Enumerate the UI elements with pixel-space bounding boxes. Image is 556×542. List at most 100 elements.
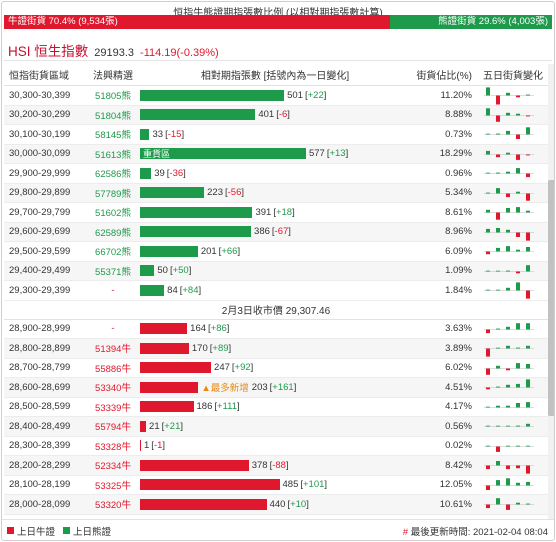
ratio-title: 恒指牛熊證期指張數比例 (以相對期指張數計算)	[173, 8, 383, 19]
warrant-code-link[interactable]: 52334牛	[95, 461, 131, 473]
sparkline-bar	[486, 133, 490, 135]
quantity-change: [-88]	[269, 459, 289, 471]
index-change: -114.19(-0.39%)	[140, 47, 219, 59]
five-day-spark	[482, 262, 544, 281]
table-row: 28,500-28,599 53339牛 186 [+111] 4.17%	[4, 398, 548, 417]
bar-cell: 186 [+111]	[136, 398, 410, 417]
quantity-value: 378	[251, 459, 268, 471]
bull-square-icon	[7, 527, 14, 534]
quantity-bar	[140, 187, 205, 199]
share-pct: 0.56%	[445, 420, 472, 432]
quantity-value: 33	[152, 128, 164, 140]
warrant-code-link[interactable]: 55371熊	[95, 266, 131, 278]
warrant-code-link[interactable]: 53340牛	[95, 383, 131, 395]
bull-rows: 28,900-28,999 - 164 [+86] 3.63% 28,800-28,899…	[4, 320, 548, 515]
range-cell: 29,600-29,699	[9, 226, 71, 238]
quantity-change: [+13]	[326, 148, 349, 160]
warrant-code-link[interactable]: 55886牛	[95, 363, 131, 375]
quantity-value: 203	[251, 381, 268, 393]
sparkline-bar	[526, 94, 530, 96]
sparkline-bar	[486, 87, 490, 96]
sparkline	[484, 498, 534, 510]
bar-cell: 50 [+50]	[136, 262, 410, 281]
sparkline-bar	[486, 504, 490, 509]
sparkline-bar	[516, 271, 520, 273]
quantity-bar	[140, 206, 253, 218]
sparkline-bar	[506, 171, 510, 174]
warrant-code-link[interactable]: 51805熊	[95, 91, 131, 103]
warrant-code-link[interactable]: 51613熊	[95, 149, 131, 161]
bar-cell: 401 [-6]	[136, 106, 410, 125]
bar-cell: 386 [-67]	[136, 223, 410, 242]
range-cell: 28,700-28,799	[9, 362, 71, 374]
warrant-code-link[interactable]: 58145熊	[95, 130, 131, 142]
sparkline-bar	[526, 401, 530, 407]
sparkline-bar	[516, 113, 520, 115]
sparkline	[484, 445, 534, 452]
sparkline-bar	[496, 154, 500, 157]
warrant-code-link[interactable]: 57789熊	[95, 188, 131, 200]
scrollbar-thumb[interactable]	[548, 180, 554, 416]
bar-cell: 164 [+86]	[136, 320, 410, 339]
warrant-code-link[interactable]: 53339牛	[95, 402, 131, 414]
bear-rows: 30,300-30,399 51805熊 501 [+22] 11.20% 30,200-…	[4, 86, 548, 301]
table-row: 29,900-29,999 62586熊 39 [-36] 0.96%	[4, 164, 548, 184]
warrant-code-link[interactable]: 53328牛	[95, 441, 131, 453]
quantity-value: 21	[149, 420, 160, 432]
quantity-bar	[140, 459, 249, 471]
warrant-code-link[interactable]: 62586熊	[95, 169, 131, 181]
warrant-code-link[interactable]: 55794牛	[95, 422, 131, 434]
sparkline-bar	[496, 479, 500, 485]
warrant-code-link[interactable]: 53325牛	[95, 480, 131, 492]
sparkline-bar	[496, 405, 500, 407]
bar-cell: 391 [+18]	[136, 203, 410, 222]
legend-bear: 上日熊證	[63, 524, 111, 538]
share-pct: 12.05%	[439, 479, 472, 491]
share-pct: 0.96%	[445, 167, 472, 179]
warrant-code-link[interactable]: 53320牛	[95, 500, 131, 512]
sparkline	[484, 401, 534, 408]
quantity-bar	[140, 401, 194, 413]
sparkline-bar	[496, 289, 500, 291]
sparkline-bar	[516, 425, 520, 427]
sparkline	[484, 187, 534, 201]
quantity-value: 501	[287, 89, 303, 101]
five-day-spark	[482, 242, 544, 261]
table-row: 29,700-29,799 51602熊 391 [+18] 8.61%	[4, 203, 548, 223]
five-day-spark	[482, 378, 544, 397]
sparkline-bar	[506, 425, 510, 427]
table-row: 28,300-28,399 53328牛 1 [-1] 0.02%	[4, 437, 548, 456]
sparkline-bar	[506, 465, 510, 470]
sparkline	[484, 461, 534, 474]
five-day-spark	[482, 495, 544, 514]
five-day-spark	[482, 164, 544, 183]
table-row: 28,100-28,199 53325牛 485 [+101] 12.05%	[4, 476, 548, 495]
five-day-spark	[482, 145, 544, 164]
index-name[interactable]: HSI 恒生指數	[8, 44, 89, 59]
warrant-code-link[interactable]: 51804熊	[95, 110, 131, 122]
quantity-bar	[140, 148, 306, 160]
bar-cell: 378 [-88]	[136, 456, 410, 475]
close-price-row: 2月3日收市價 29,307.46	[4, 301, 548, 320]
sparkline-bar	[486, 329, 490, 333]
warrant-code-link[interactable]: 66702熊	[95, 247, 131, 259]
sparkline-bar	[486, 209, 490, 213]
warrant-code-link[interactable]: 51602熊	[95, 208, 131, 220]
sparkline-bar	[496, 498, 500, 505]
sparkline-bar	[506, 92, 510, 96]
sparkline-bar	[486, 406, 490, 407]
sparkline-bar	[516, 154, 520, 160]
sparkline-bar	[496, 133, 500, 135]
quantity-bar	[140, 89, 285, 101]
sparkline-bar	[506, 384, 510, 388]
table-row: 29,800-29,899 57789熊 223 [-56] 5.34%	[4, 183, 548, 203]
sparkline-bar	[486, 425, 490, 427]
quantity-value: 201	[200, 245, 217, 257]
sparkline-bar	[526, 264, 530, 271]
warrant-code-link[interactable]: 51394牛	[95, 344, 131, 356]
warrant-code-link[interactable]: 62589熊	[95, 227, 131, 239]
quantity-bar	[140, 109, 256, 121]
share-pct: 8.61%	[445, 206, 472, 218]
sparkline-bar	[506, 193, 510, 197]
